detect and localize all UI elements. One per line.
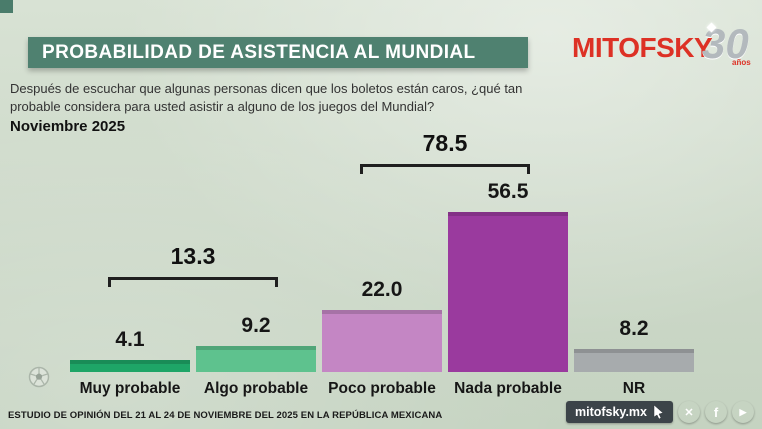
website-url: mitofsky.mx xyxy=(574,405,647,419)
footer-links: mitofsky.mx ✕ f ▶ xyxy=(565,401,754,423)
facebook-icon[interactable]: f xyxy=(705,401,727,423)
group-bracket-1 xyxy=(360,164,530,174)
bar-algo-probable xyxy=(196,346,316,372)
social-icons: ✕ f ▶ xyxy=(678,401,754,423)
bar-label-muy-probable: Muy probable xyxy=(79,380,181,397)
anniversary-label: años xyxy=(732,58,751,67)
brand-name: MITOFSKY xyxy=(572,32,713,63)
page-title: PROBABILIDAD DE ASISTENCIA AL MUNDIAL xyxy=(28,37,528,68)
bar-value-poco-probable: 22.0 xyxy=(361,278,403,301)
brand-logo: MITOFSKY 30 años xyxy=(572,20,751,67)
youtube-icon[interactable]: ▶ xyxy=(732,401,754,423)
date-label: Noviembre 2025 xyxy=(10,118,126,135)
bar-value-nr: 8.2 xyxy=(619,317,649,340)
bar-label-nada-probable: Nada probable xyxy=(454,380,562,397)
bar-nada-probable xyxy=(448,212,568,372)
survey-question: Después de escuchar que algunas personas… xyxy=(10,81,523,114)
x-glyph: ✕ xyxy=(684,406,694,419)
bar-label-algo-probable: Algo probable xyxy=(203,380,309,397)
bar-nr xyxy=(574,349,694,372)
facebook-glyph: f xyxy=(713,404,719,420)
methodology-note: ESTUDIO DE OPINIÓN DEL 21 AL 24 DE NOVIE… xyxy=(8,410,443,421)
bar-value-muy-probable: 4.1 xyxy=(115,328,145,351)
group-total-0: 13.3 xyxy=(170,243,216,269)
bar-label-poco-probable: Poco probable xyxy=(328,380,436,397)
bar-muy-probable xyxy=(70,360,190,372)
bar-value-algo-probable: 9.2 xyxy=(241,314,271,337)
soccer-ball-icon xyxy=(28,366,50,393)
cursor-icon xyxy=(653,405,664,419)
corner-accent xyxy=(0,0,13,13)
website-link[interactable]: mitofsky.mx xyxy=(565,401,673,423)
bar-poco-probable xyxy=(322,310,442,372)
youtube-glyph: ▶ xyxy=(739,406,747,417)
bar-value-nada-probable: 56.5 xyxy=(487,180,529,203)
group-bracket-0 xyxy=(108,277,278,287)
bar-chart: 4.1 Muy probable 9.2 Algo probable 22.0 Poco … xyxy=(0,130,762,420)
bar-label-nr: NR xyxy=(622,380,646,397)
group-total-1: 78.5 xyxy=(422,130,468,156)
x-icon[interactable]: ✕ xyxy=(678,401,700,423)
